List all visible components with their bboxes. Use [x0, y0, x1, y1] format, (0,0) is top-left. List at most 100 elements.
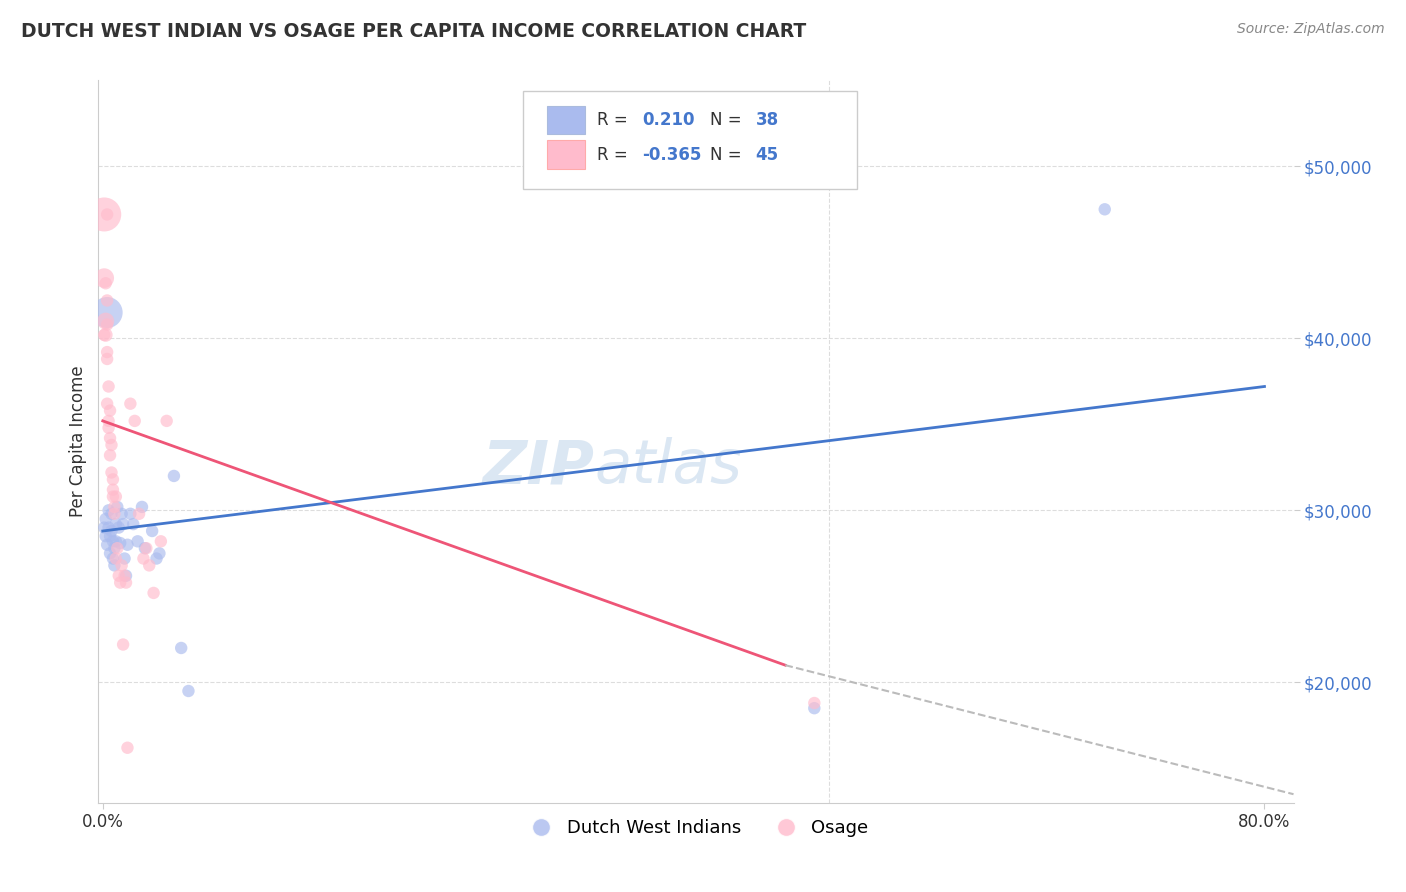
Point — [148, 546, 170, 560]
Point — [101, 472, 124, 486]
Point — [1094, 202, 1116, 217]
Point — [177, 684, 200, 698]
Point — [104, 490, 127, 504]
Point — [103, 500, 125, 514]
Point — [94, 314, 117, 328]
Point — [96, 345, 118, 359]
Point — [93, 271, 115, 285]
Point — [115, 568, 138, 582]
FancyBboxPatch shape — [547, 105, 585, 135]
Point — [156, 414, 179, 428]
Point — [100, 507, 122, 521]
Text: 38: 38 — [756, 111, 779, 129]
Legend: Dutch West Indians, Osage: Dutch West Indians, Osage — [516, 812, 876, 845]
Point — [94, 277, 117, 291]
Point — [98, 529, 121, 543]
Point — [122, 517, 145, 532]
Point — [101, 483, 124, 497]
Point — [104, 517, 127, 532]
Point — [103, 541, 125, 556]
Point — [104, 551, 127, 566]
Text: -0.365: -0.365 — [643, 145, 702, 164]
Point — [149, 534, 172, 549]
Point — [93, 520, 115, 534]
Point — [97, 503, 120, 517]
Point — [94, 529, 117, 543]
Point — [128, 507, 150, 521]
Point — [96, 293, 118, 308]
Point — [127, 534, 149, 549]
Text: ZIP: ZIP — [482, 437, 595, 496]
Point — [114, 551, 136, 566]
Point — [98, 431, 121, 445]
Point — [98, 546, 121, 560]
Point — [132, 551, 155, 566]
Point — [163, 469, 186, 483]
Point — [112, 638, 135, 652]
Point — [107, 520, 129, 534]
Point — [96, 305, 118, 319]
Point — [138, 558, 160, 573]
Point — [101, 551, 124, 566]
Point — [135, 541, 157, 556]
Text: DUTCH WEST INDIAN VS OSAGE PER CAPITA INCOME CORRELATION CHART: DUTCH WEST INDIAN VS OSAGE PER CAPITA IN… — [21, 22, 806, 41]
Point — [96, 351, 118, 366]
Point — [101, 490, 124, 504]
Point — [803, 696, 825, 710]
Point — [98, 448, 121, 462]
Point — [108, 575, 131, 590]
Point — [103, 507, 125, 521]
Point — [111, 558, 134, 573]
Point — [112, 517, 135, 532]
Text: N =: N = — [710, 111, 747, 129]
Point — [117, 740, 139, 755]
Point — [145, 551, 167, 566]
Point — [120, 507, 142, 521]
Point — [97, 421, 120, 435]
Text: 0.210: 0.210 — [643, 111, 695, 129]
Text: N =: N = — [710, 145, 747, 164]
Point — [105, 500, 128, 514]
Point — [97, 414, 120, 428]
Point — [94, 327, 117, 342]
FancyBboxPatch shape — [547, 140, 585, 169]
Point — [100, 466, 122, 480]
Point — [108, 536, 131, 550]
Point — [93, 207, 115, 221]
Point — [103, 558, 125, 573]
Y-axis label: Per Capita Income: Per Capita Income — [69, 366, 87, 517]
Point — [124, 414, 146, 428]
Point — [93, 327, 115, 342]
Point — [94, 512, 117, 526]
Point — [96, 538, 118, 552]
Point — [98, 403, 121, 417]
Point — [104, 534, 127, 549]
Point — [141, 524, 163, 538]
Point — [115, 575, 138, 590]
Text: R =: R = — [596, 145, 633, 164]
Point — [105, 541, 128, 556]
Point — [97, 520, 120, 534]
Point — [803, 701, 825, 715]
Point — [96, 207, 118, 221]
Point — [107, 568, 129, 582]
Point — [134, 541, 156, 556]
Point — [96, 318, 118, 332]
Point — [142, 586, 165, 600]
Text: atlas: atlas — [595, 437, 742, 496]
Point — [100, 438, 122, 452]
Point — [117, 538, 139, 552]
Point — [101, 534, 124, 549]
Point — [114, 568, 136, 582]
Point — [111, 507, 134, 521]
FancyBboxPatch shape — [523, 91, 858, 189]
Text: Source: ZipAtlas.com: Source: ZipAtlas.com — [1237, 22, 1385, 37]
Text: 45: 45 — [756, 145, 779, 164]
Point — [170, 640, 193, 655]
Point — [97, 379, 120, 393]
Point — [131, 500, 153, 514]
Point — [120, 397, 142, 411]
Text: R =: R = — [596, 111, 633, 129]
Point — [96, 397, 118, 411]
Point — [100, 524, 122, 538]
